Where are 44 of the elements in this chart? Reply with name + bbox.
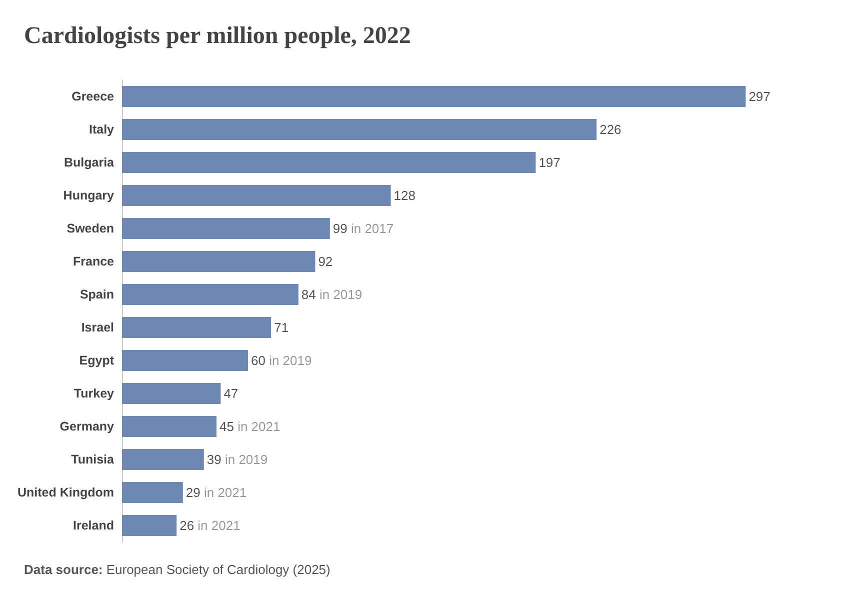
y-tick-label: Egypt: [79, 354, 115, 368]
bar: [122, 482, 183, 504]
y-tick-label: Hungary: [63, 188, 114, 202]
y-tick-label: Spain: [80, 288, 114, 302]
y-tick-label: Sweden: [66, 222, 114, 236]
data-label: 29 in 2021: [186, 485, 247, 500]
y-tick-label: Greece: [72, 90, 114, 104]
data-label: 39 in 2019: [206, 452, 268, 467]
bar: [122, 86, 746, 108]
bar: [122, 250, 316, 272]
data-label: 47: [224, 386, 238, 401]
bar: [122, 152, 536, 174]
bar: [122, 118, 597, 140]
bar: [122, 350, 248, 372]
bar: [122, 184, 391, 206]
bar: [122, 448, 204, 470]
y-tick-label: France: [73, 254, 114, 268]
data-label: 297: [748, 89, 770, 104]
bar: [122, 514, 177, 536]
data-label: 128: [394, 188, 416, 203]
data-label: 71: [274, 320, 289, 335]
y-tick-label: Ireland: [73, 518, 114, 532]
y-tick-label: Turkey: [74, 386, 114, 400]
y-tick-label: Italy: [88, 122, 114, 136]
bar: [122, 284, 298, 306]
y-tick-label: Germany: [60, 420, 114, 434]
y-tick-label: Bulgaria: [64, 156, 116, 170]
bar: [122, 218, 330, 240]
data-label: 197: [538, 155, 560, 170]
bar: [122, 382, 221, 404]
data-label: 226: [600, 122, 622, 137]
data-label: 45 in 2021: [220, 419, 280, 434]
bar: [122, 416, 216, 438]
data-label: 92: [318, 254, 333, 269]
data-label: 99 in 2017: [332, 221, 394, 236]
data-label: 60 in 2019: [251, 353, 312, 368]
y-tick-label: Israel: [81, 320, 114, 334]
data-label: 84 in 2019: [301, 287, 362, 302]
bar: [122, 316, 272, 338]
chart-title: Cardiologists per million people, 2022: [24, 23, 411, 49]
y-tick-label: United Kingdom: [17, 486, 114, 500]
y-tick-label: Tunisia: [71, 452, 116, 466]
source-note: Data source: European Society of Cardiology (2025): [24, 562, 330, 577]
data-label: 26 in 2021: [180, 518, 240, 533]
